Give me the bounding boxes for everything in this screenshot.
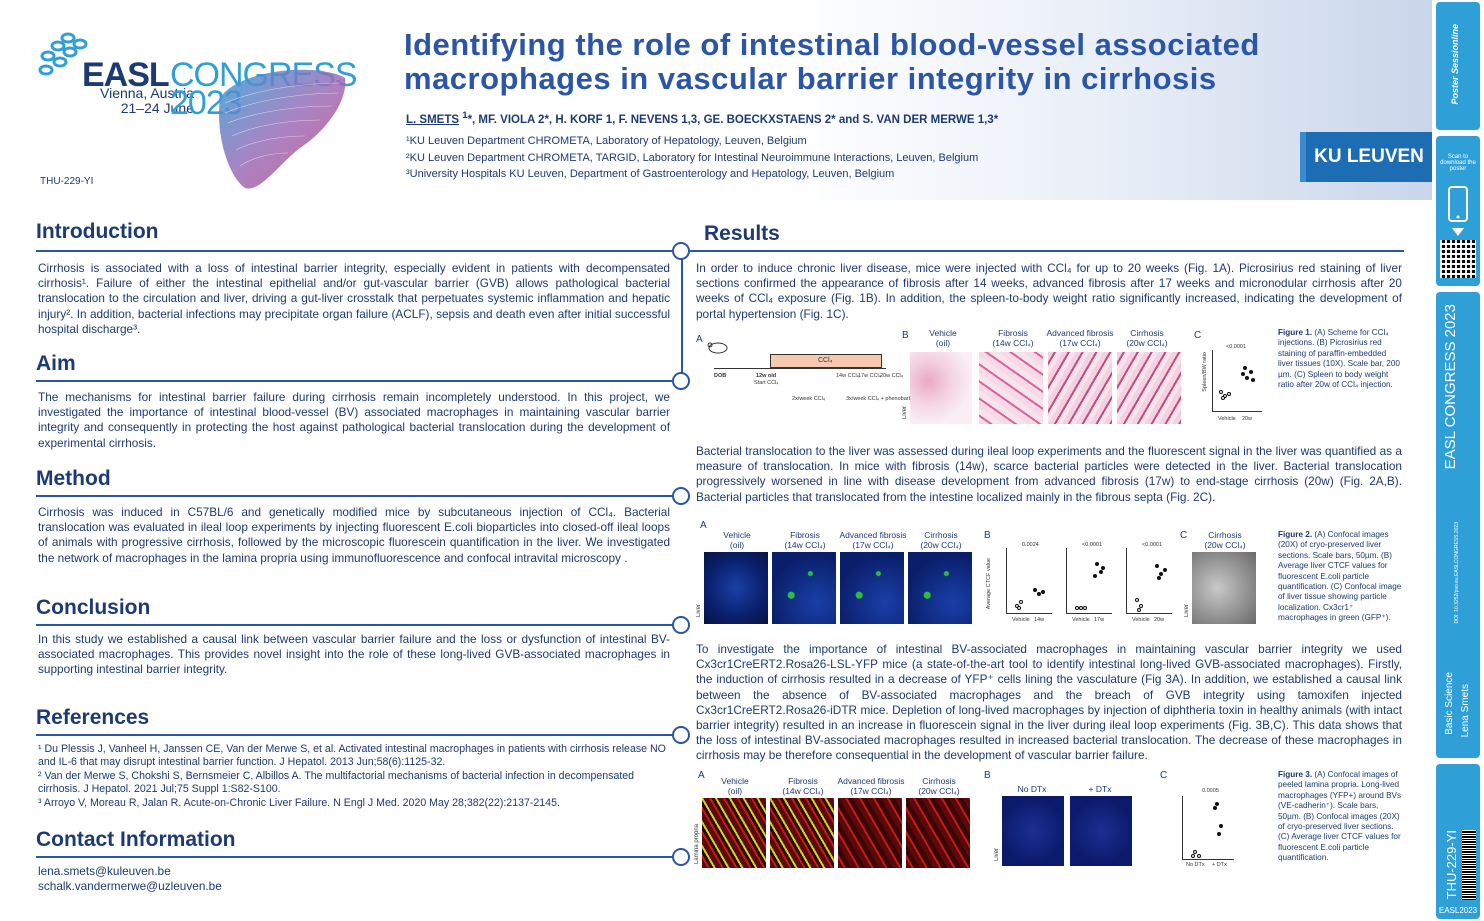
affiliation-2: ²KU Leuven Department CHROMETA, TARGID, … <box>406 152 979 164</box>
fig3-dtx-image <box>1070 796 1132 866</box>
conclusion-node <box>672 616 690 634</box>
ku-leuven-logo: KU LEUVEN <box>1300 132 1432 182</box>
figure-2: A Vehicle (oil) Fibrosis (14w CCl₄) Adva… <box>696 520 1402 624</box>
contact-node <box>672 848 690 866</box>
reference-2: ² Van der Merwe S, Chokshi S, Bernsmeier… <box>38 770 635 795</box>
results-paragraph-2: Bacterial translocation to the liver was… <box>696 444 1402 504</box>
fig3-advanced-image <box>838 798 902 868</box>
affiliation-3: ³University Hospitals KU Leuven, Departm… <box>406 168 895 180</box>
introduction-text: Cirrhosis is associated with a loss of i… <box>38 261 670 336</box>
fig1-vehicle-image <box>910 352 972 424</box>
aim-text: The mechanisms for intestinal barrier fa… <box>38 390 670 450</box>
qr-code[interactable] <box>1440 240 1476 278</box>
fig1-cirrhosis-image <box>1117 352 1181 424</box>
mouse-icon <box>707 342 728 354</box>
results-rule <box>690 250 1404 252</box>
timeline-axis <box>714 368 886 369</box>
fig2-vehicle-image <box>704 552 768 624</box>
logo-location: Vienna, Austria 21–24 June <box>100 85 194 116</box>
fig3-no-dtx-image <box>1002 796 1064 866</box>
figure-1: A CCl₄ DOB 12w old Start CCl₄ 14w CCl₄ 1… <box>696 326 1404 430</box>
conclusion-rule <box>36 624 672 626</box>
aim-node <box>672 372 690 390</box>
fig3-fibrosis-image <box>770 798 834 868</box>
fig1-advanced-image <box>1048 352 1112 424</box>
smartphone-icon <box>1448 186 1468 222</box>
contact-title: Contact Information <box>36 828 236 851</box>
sidebar-code-block: THU-229-YI EASL2023 <box>1436 764 1480 919</box>
fig1-fibrosis-image <box>979 352 1043 424</box>
aim-rule <box>36 380 672 382</box>
method-node <box>672 487 690 505</box>
reference-1: ¹ Du Plessis J, Vanheel H, Janssen CE, V… <box>38 743 666 768</box>
figure-3-caption: Figure 3. (A) Confocal images of peeled … <box>1278 770 1402 863</box>
barcode <box>1462 830 1476 900</box>
results-title: Results <box>704 222 780 245</box>
fig3-cirrhosis-image <box>906 798 970 868</box>
conclusion-text: In this study we established a causal li… <box>38 632 670 677</box>
poster-code: THU-229-YI <box>40 176 94 187</box>
fig2-advanced-image <box>840 552 904 624</box>
right-sidebar: Poster Sessionline Scan to download the … <box>1432 0 1484 921</box>
figure-1-caption: Figure 1. (A) Scheme for CCl₄ injections… <box>1278 328 1400 390</box>
introduction-rule <box>36 250 672 252</box>
figure-3: A Vehicle (oil) Fibrosis (14w CCl₄) Adva… <box>694 770 1402 868</box>
poster-title: Identifying the role of intestinal blood… <box>404 27 1260 96</box>
references-rule <box>36 734 672 736</box>
authors: L. SMETS 1*, MF. VIOLA 2*, H. KORF 1, F.… <box>406 110 999 126</box>
fig3-vehicle-image <box>702 798 766 868</box>
liver-graphic-icon <box>219 69 346 189</box>
ccl4-timeline-bar <box>770 354 882 368</box>
logo-easl-text: EASL <box>82 56 170 94</box>
fig2-fibrosis-image <box>772 552 836 624</box>
column-connector <box>681 251 683 381</box>
sidebar-download-block[interactable]: Scan to download the poster <box>1436 136 1480 286</box>
references-node <box>672 726 690 744</box>
figure-2-caption: Figure 2. (A) Confocal images (20X) of c… <box>1278 530 1402 623</box>
aim-title: Aim <box>36 352 76 375</box>
sidebar-brand-block: Poster Sessionline <box>1436 2 1480 130</box>
hexagon-cluster-icon <box>38 32 88 76</box>
reference-3: ³ Arroyo V, Moreau R, Jalan R. Acute-on-… <box>38 797 560 809</box>
arrow-down-icon <box>1452 228 1464 236</box>
fig2-plot-14w <box>1006 548 1052 614</box>
fig2-plot-17w <box>1066 548 1112 614</box>
method-title: Method <box>36 467 111 490</box>
introduction-title: Introduction <box>36 220 159 243</box>
introduction-node <box>672 242 690 260</box>
fig3-ctcf-plot <box>1182 796 1234 860</box>
affiliation-1: ¹KU Leuven Department CHROMETA, Laborato… <box>406 135 807 147</box>
email-link-1[interactable]: lena.smets@kuleuven.be <box>38 864 171 878</box>
fig2-localization-image <box>1192 552 1256 624</box>
method-rule <box>36 495 672 497</box>
contact-rule <box>36 856 672 858</box>
method-text: Cirrhosis was induced in C57BL/6 and gen… <box>38 505 670 565</box>
results-paragraph-3: To investigate the importance of intesti… <box>696 642 1402 763</box>
sidebar-congress-block: EASL CONGRESS 2023 DOI: 10.3252/pso.eu.E… <box>1436 292 1480 758</box>
email-link-2[interactable]: schalk.vandermerwe@uzleuven.be <box>38 879 222 893</box>
fig2-cirrhosis-image <box>908 552 972 624</box>
fig1-spleen-plot <box>1212 350 1262 412</box>
fig2-plot-20w <box>1126 548 1172 614</box>
references-title: References <box>36 706 150 729</box>
results-paragraph-1: In order to induce chronic liver disease… <box>696 261 1402 321</box>
conclusion-title: Conclusion <box>36 596 151 619</box>
